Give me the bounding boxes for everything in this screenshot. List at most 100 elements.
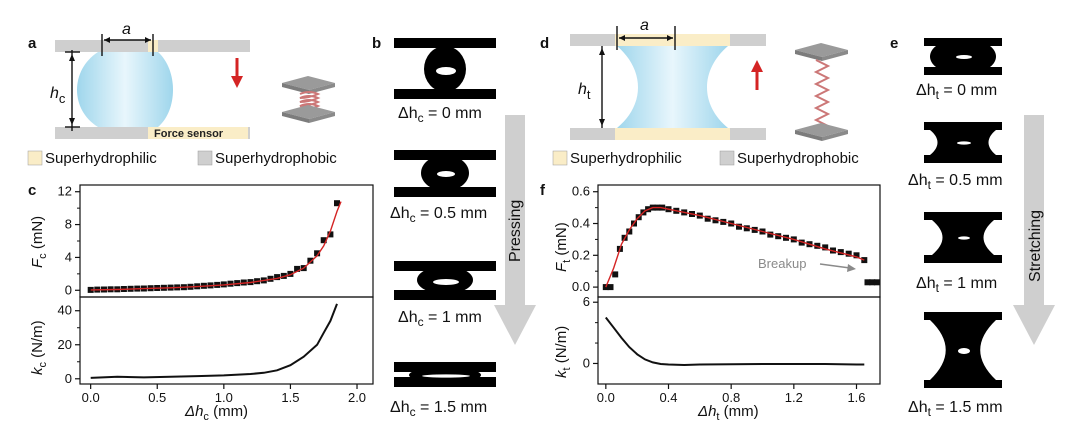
panel-e: e Δht = 0 mm Δht = 0.5 mm Δht = 1 mm xyxy=(890,35,1055,419)
breakup-annotation: Breakup xyxy=(758,256,806,271)
f-top-ytick-label: 0.6 xyxy=(572,184,590,199)
legend-hydrophilic: Superhydrophilic xyxy=(45,150,157,167)
press-arrow-head xyxy=(231,76,243,88)
force-sensor-label: Force sensor xyxy=(154,128,224,140)
c-top-ytick-label: 8 xyxy=(65,217,72,232)
f-bottom-xtick-label: 0.8 xyxy=(722,390,740,405)
f-top-point xyxy=(743,225,750,232)
c-bottom-ytick-label: 40 xyxy=(58,303,72,318)
c-xlabel: Δhc (mm) xyxy=(184,403,248,423)
c-top-ytick-label: 12 xyxy=(58,184,72,199)
f-bottom-frame xyxy=(597,296,881,385)
pressing-arrow-head xyxy=(494,305,536,345)
panel-a: a Force sensor a hc Super xyxy=(27,21,337,167)
f-top-point xyxy=(837,249,844,256)
f-top-ytick-label: 0.2 xyxy=(572,247,590,262)
breakup-arrow-head xyxy=(847,264,856,272)
pressing-arrow-shaft xyxy=(505,115,525,305)
legend-swatch-hydrophobic xyxy=(197,150,213,166)
f-bottom-series-line xyxy=(605,316,865,367)
top-patch-hydrophilic xyxy=(615,34,730,46)
arrowhead xyxy=(69,118,75,125)
panel-c: c 0 4 8 12 0 20 40 0.0 0.5 1.0 1.5 2.0 Fc (mN) kc (… xyxy=(28,182,374,423)
c-top-ytick-label: 4 xyxy=(65,249,72,264)
arrowhead xyxy=(667,35,673,41)
f-top-ylabel: Ft (mN) xyxy=(553,222,573,272)
f-top-point xyxy=(612,271,619,278)
c-bottom-xtick-label: 0.5 xyxy=(148,390,166,405)
c-top-point xyxy=(274,274,281,281)
width-symbol: a xyxy=(640,17,649,34)
spring-compressed-icon xyxy=(282,76,335,123)
f-top-point xyxy=(704,215,711,222)
c-bottom-ylabel: kc (N/m) xyxy=(29,320,49,375)
c-bottom-xtick-label: 1.5 xyxy=(281,390,299,405)
legend-hydrophobic: Superhydrophobic xyxy=(215,150,337,167)
f-bottom-xtick-label: 1.2 xyxy=(785,390,803,405)
f-xlabel: Δht (mm) xyxy=(697,403,759,423)
f-bottom-ylabel: kt (N/m) xyxy=(553,326,573,378)
f-bottom-ytick-label: 6 xyxy=(583,294,590,309)
stretch-state-0-label: Δht = 0 mm xyxy=(916,82,997,102)
c-top-ytick-label: 0 xyxy=(65,282,72,297)
panel-label-f: f xyxy=(540,182,546,199)
c-bottom-xtick-label: 2.0 xyxy=(348,390,366,405)
arrowhead xyxy=(599,48,605,55)
press-state-0-image xyxy=(394,38,496,99)
panel-label-d: d xyxy=(540,35,549,52)
f-top-post-breakup-point xyxy=(869,279,876,286)
f-top-post-breakup-point xyxy=(873,279,880,286)
f-top-point xyxy=(712,217,719,224)
stretched-bridge xyxy=(617,46,728,128)
panel-label-b: b xyxy=(372,35,381,52)
bottom-patch-hydrophilic xyxy=(615,128,730,140)
legend-swatch-hydrophilic xyxy=(27,150,43,166)
stretching-label: Stretching xyxy=(1027,210,1044,282)
f-top-ytick-label: 0.4 xyxy=(572,216,590,231)
press-state-0-label: Δhc = 0 mm xyxy=(398,105,482,125)
compressed-droplet xyxy=(77,52,173,127)
stretch-state-2-label: Δht = 1 mm xyxy=(916,275,997,295)
f-top-point xyxy=(775,233,782,240)
arrowhead xyxy=(69,54,75,61)
arrowhead xyxy=(104,37,110,43)
f-top-point xyxy=(626,228,633,235)
f-top-frame xyxy=(597,184,881,298)
press-state-1-label: Δhc = 0.5 mm xyxy=(390,205,487,225)
legend-swatch-hydrophilic xyxy=(552,150,568,166)
c-top-frame xyxy=(79,184,374,298)
panel-label-c: c xyxy=(28,182,36,199)
c-top-point xyxy=(294,265,301,272)
c-bottom-ytick-label: 20 xyxy=(58,337,72,352)
force-sensor-pad xyxy=(148,127,248,139)
c-top-point xyxy=(327,231,334,238)
arrowhead xyxy=(619,35,625,41)
f-bottom-xtick-label: 0.0 xyxy=(597,390,615,405)
stretch-arrow-head xyxy=(751,60,763,72)
f-top-point xyxy=(607,284,614,291)
c-top-point xyxy=(320,237,327,244)
press-state-1-image xyxy=(394,150,496,197)
f-top-point xyxy=(845,250,852,257)
f-bottom-xtick-label: 1.6 xyxy=(847,390,865,405)
press-state-2-image xyxy=(394,261,496,300)
c-bottom-ytick-label: 0 xyxy=(65,371,72,386)
legend-hydrophobic: Superhydrophobic xyxy=(737,150,859,167)
c-bottom-xtick-label: 0.0 xyxy=(82,390,100,405)
panel-b: b Δhc = 0 mm Δhc = 0.5 mm Δhc = 1 mm xyxy=(372,35,536,419)
f-top-point xyxy=(767,231,774,238)
press-state-2-label: Δhc = 1 mm xyxy=(398,309,482,329)
stretch-state-1-image xyxy=(924,122,1002,163)
arrowhead xyxy=(599,119,605,126)
press-state-3-image xyxy=(394,362,496,387)
width-symbol: a xyxy=(122,21,131,38)
press-state-3-label: Δhc = 1.5 mm xyxy=(390,399,487,419)
stretch-state-3-label: Δht = 1.5 mm xyxy=(908,399,1003,419)
hc-symbol: hc xyxy=(50,85,66,106)
panel-d: d a ht Superhydrophilic Superhydrophobic xyxy=(540,17,859,167)
stretch-state-1-label: Δht = 0.5 mm xyxy=(908,172,1003,192)
f-bottom-ytick-label: 0 xyxy=(583,355,590,370)
stretch-state-0-image xyxy=(924,38,1002,75)
